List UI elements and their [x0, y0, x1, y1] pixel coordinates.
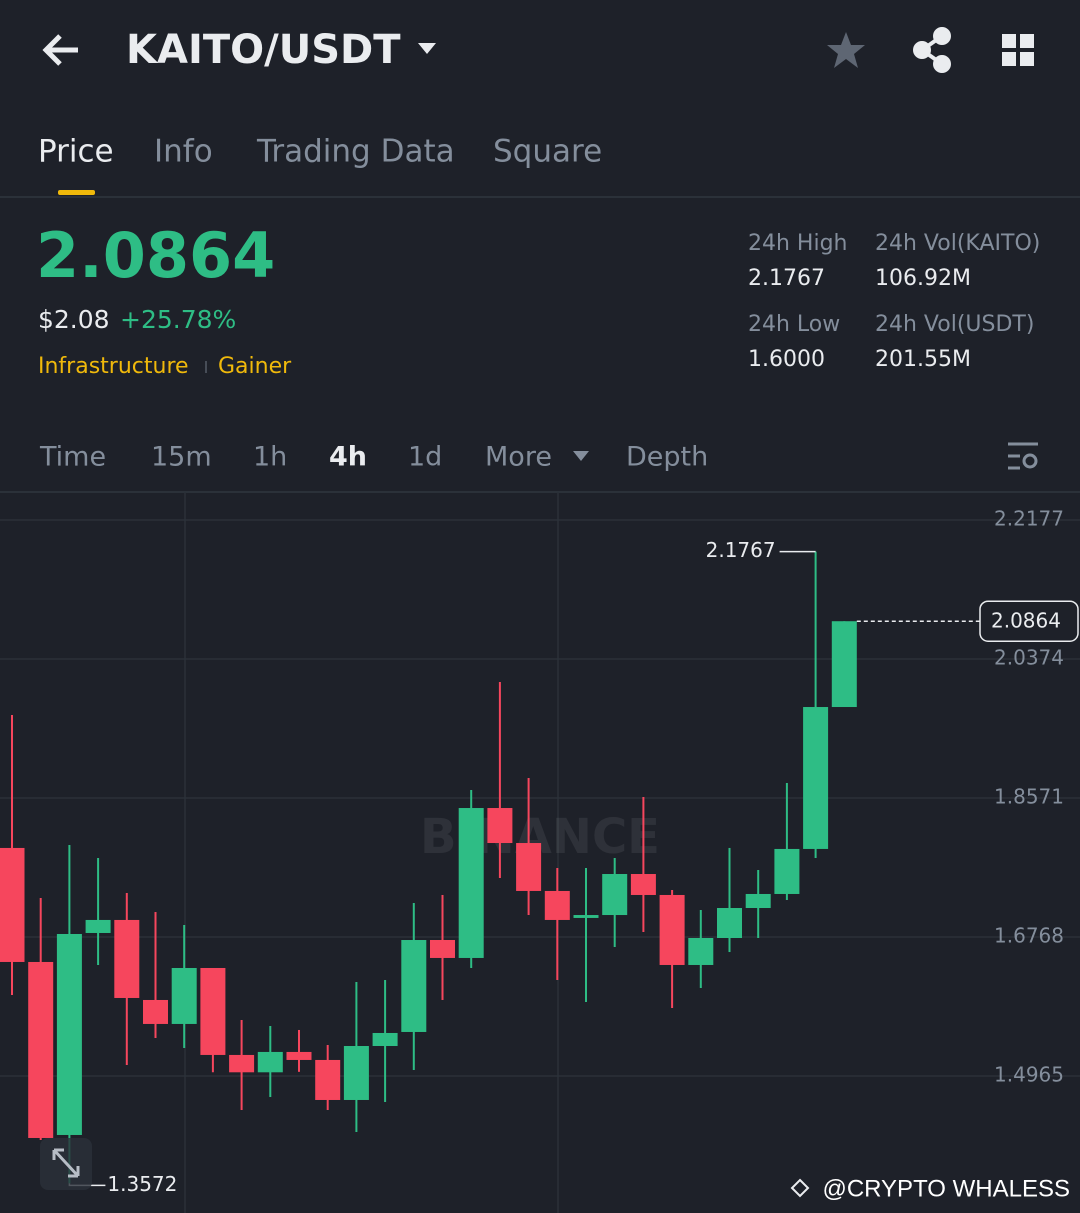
candle-body [286, 1051, 312, 1060]
interval[interactable]: Depth [626, 442, 708, 473]
candle-body [717, 908, 742, 938]
pair-title[interactable]: KAITO/USDT [126, 27, 401, 73]
last-price-label: 2.0864 [991, 609, 1061, 633]
price-change: +25.78% [120, 305, 236, 334]
max-marker-label: 2.1767 [706, 538, 776, 562]
favorite-icon[interactable] [827, 32, 865, 68]
more-dropdown[interactable] [573, 451, 589, 461]
candle-body [430, 940, 455, 958]
stat-value: 106.92M [875, 266, 971, 291]
candle-body [229, 1054, 255, 1073]
y-tick-label: 1.6768 [994, 923, 1064, 947]
candle-body [401, 940, 427, 1032]
candle-body [171, 967, 197, 1024]
candle-body [200, 967, 226, 1055]
candlestick-chart: 2.2177 2.0374 1.8571 1.6768 1.4965 2.1767 1.35… [0, 506, 1080, 1196]
candle-body [458, 808, 484, 958]
stat-value: 1.6000 [748, 347, 825, 372]
stat-value: 2.1767 [748, 266, 825, 291]
stat-value: 201.55M [875, 347, 971, 372]
stat-label: 24h High [748, 231, 848, 256]
interval[interactable]: More [485, 442, 552, 473]
interval[interactable]: 4h [329, 442, 367, 473]
candle-body [745, 893, 771, 909]
credit-logo [790, 1178, 810, 1198]
tag[interactable]: Infrastructure [38, 354, 189, 379]
candle-body [257, 1051, 283, 1073]
tag[interactable]: Gainer [218, 354, 292, 379]
candle-body [831, 621, 857, 708]
y-tick-label: 2.0374 [994, 645, 1064, 669]
expand-button[interactable] [40, 1138, 92, 1190]
candle-body [803, 707, 829, 849]
y-tick-label: 1.4965 [994, 1063, 1064, 1087]
tab[interactable]: Trading Data [256, 134, 455, 170]
candle-body [372, 1032, 398, 1047]
tab[interactable]: Square [493, 134, 602, 170]
stat-label: 24h Vol(KAITO) [875, 231, 1040, 256]
candle-body [56, 933, 82, 1135]
candle-body [659, 894, 685, 965]
candle-body [487, 808, 513, 844]
candle-body [573, 915, 599, 918]
interval[interactable]: 1h [253, 442, 287, 473]
candle-body [343, 1046, 369, 1100]
candle-body [630, 874, 656, 895]
tab[interactable]: Info [154, 134, 213, 170]
stat-label: 24h Vol(USDT) [875, 312, 1034, 337]
y-tick-label: 2.2177 [994, 506, 1064, 530]
stat-label: 24h Low [748, 312, 840, 337]
min-marker-label: 1.3572 [107, 1172, 177, 1196]
candle-body [0, 847, 25, 962]
pair-dropdown[interactable] [418, 43, 436, 54]
interval[interactable]: 1d [408, 442, 442, 473]
tab[interactable]: Price [38, 134, 114, 170]
candle-body [544, 890, 570, 920]
candle-body [143, 999, 168, 1024]
last-price: 2.0864 [36, 219, 275, 292]
candle-body [114, 919, 140, 998]
interval[interactable]: 15m [151, 442, 212, 473]
candle-body [85, 919, 111, 933]
back-button[interactable] [42, 34, 78, 66]
candle-body [315, 1059, 341, 1100]
share-icon[interactable] [913, 27, 951, 73]
candle-body [28, 961, 54, 1138]
y-tick-label: 1.8571 [994, 784, 1064, 808]
candle-body [774, 848, 800, 894]
usd-price: $2.08 [38, 305, 110, 334]
grid-menu-icon[interactable] [1002, 34, 1034, 66]
candle-body [516, 843, 542, 891]
interval[interactable]: Time [39, 442, 106, 473]
chart-settings-icon[interactable] [1008, 442, 1038, 470]
tab-indicator [58, 190, 95, 195]
candle-body [602, 874, 628, 916]
candle-body [688, 937, 714, 965]
last-price-box [979, 600, 1079, 642]
credit: @CRYPTO WHALESS [822, 1175, 1070, 1202]
